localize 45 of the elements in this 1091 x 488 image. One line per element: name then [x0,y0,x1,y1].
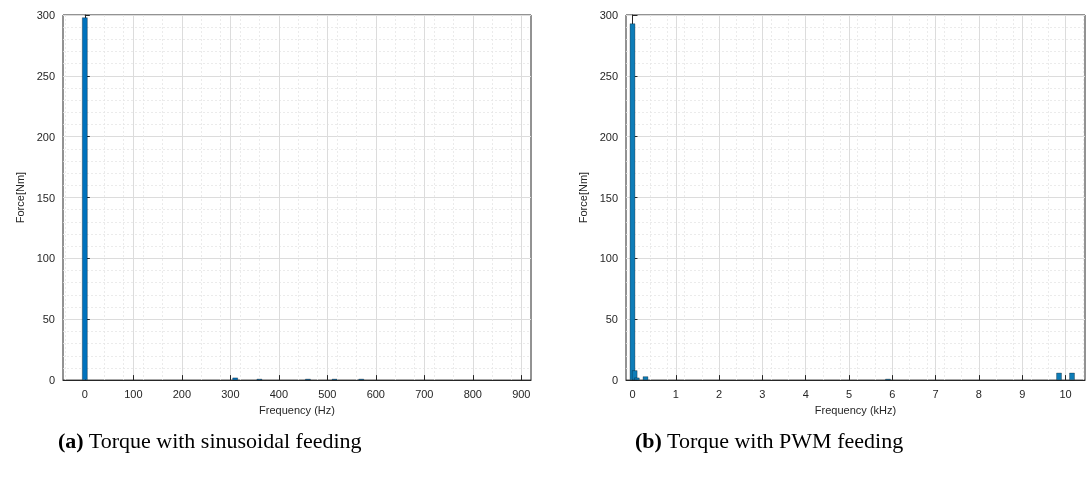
y-axis-title: Force[Nm] [13,171,26,224]
y-tick-label: 0 [611,374,618,387]
y-tick-label: 200 [599,130,618,143]
x-axis-title: Frequency (Hz) [259,403,335,416]
x-tick-label: 0 [81,387,88,400]
x-tick-label: 9 [1019,387,1026,400]
x-tick-label: 1 [672,387,679,400]
bar [642,376,649,381]
x-tick-label: 5 [845,387,853,400]
y-tick-label: 0 [48,374,55,387]
x-tick-label: 200 [172,387,191,400]
y-tick-label: 150 [36,191,55,204]
x-tick-label: 100 [124,387,143,400]
y-tick-label: 300 [36,9,55,21]
y-tick-label: 100 [599,252,618,265]
x-tick-label: 500 [318,387,337,400]
x-tick-label: 2 [716,387,723,400]
y-tick-label: 50 [605,313,618,326]
y-tick-label: 50 [42,313,55,326]
y-tick-label: 200 [36,130,55,143]
x-tick-label: 4 [802,387,809,400]
x-tick-label: 10 [1059,387,1072,400]
x-axis-title: Frequency (kHz) [814,403,897,416]
x-tick-label: 8 [975,387,982,400]
x-tick-label: 0 [629,387,636,400]
y-tick-label: 300 [599,9,618,21]
x-tick-label: 800 [463,387,482,400]
x-tick-label: 900 [512,387,531,400]
y-axis-title: Force[Nm] [576,171,589,224]
x-tick-label: 400 [269,387,288,400]
text: (a) Torque with sinusoidal feeding [58,428,362,454]
bar [1056,372,1062,381]
bar [629,23,636,381]
x-tick-label: 600 [366,387,385,400]
text: (b) Torque with PWM feeding [635,428,904,454]
x-tick-label: 700 [415,387,434,400]
y-tick-label: 250 [599,69,618,82]
y-tick-label: 100 [36,252,55,265]
x-tick-label: 7 [932,387,939,400]
bar [1069,372,1075,381]
x-tick-label: 3 [759,387,766,400]
y-tick-label: 150 [599,191,618,204]
y-tick-label: 250 [36,69,55,82]
x-tick-label: 300 [221,387,240,400]
x-tick-label: 6 [889,387,896,400]
